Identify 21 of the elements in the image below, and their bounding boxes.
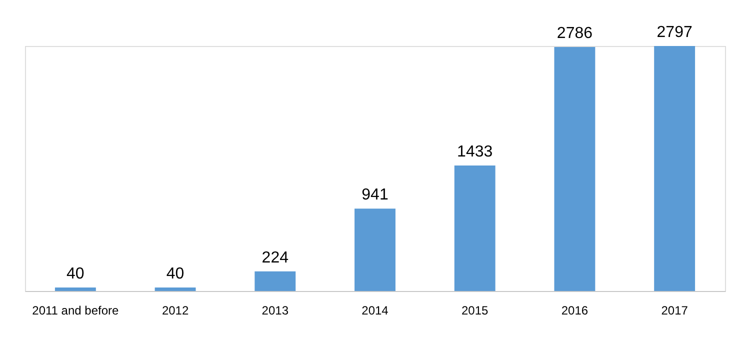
x-tick-label: 2011 and before (32, 304, 120, 318)
data-label: 40 (66, 265, 84, 282)
data-label: 941 (362, 186, 388, 204)
data-label: 40 (166, 265, 184, 282)
bar (54, 287, 96, 291)
data-label: 1433 (457, 143, 493, 160)
x-tick-label: 2012 (162, 304, 189, 318)
data-label: 2786 (556, 24, 593, 42)
bar (354, 208, 396, 291)
bar (254, 271, 296, 291)
bar (554, 46, 596, 291)
bar (154, 287, 196, 291)
x-tick-label: 2013 (262, 304, 289, 318)
data-label: 224 (262, 249, 289, 266)
x-tick-label: 2014 (362, 304, 389, 318)
data-label: 2797 (656, 24, 692, 41)
x-tick-label: 2017 (661, 304, 688, 318)
x-tick-label: 2016 (561, 304, 588, 318)
bar (654, 46, 696, 291)
bar (454, 165, 496, 291)
x-tick-label: 2015 (462, 304, 489, 318)
